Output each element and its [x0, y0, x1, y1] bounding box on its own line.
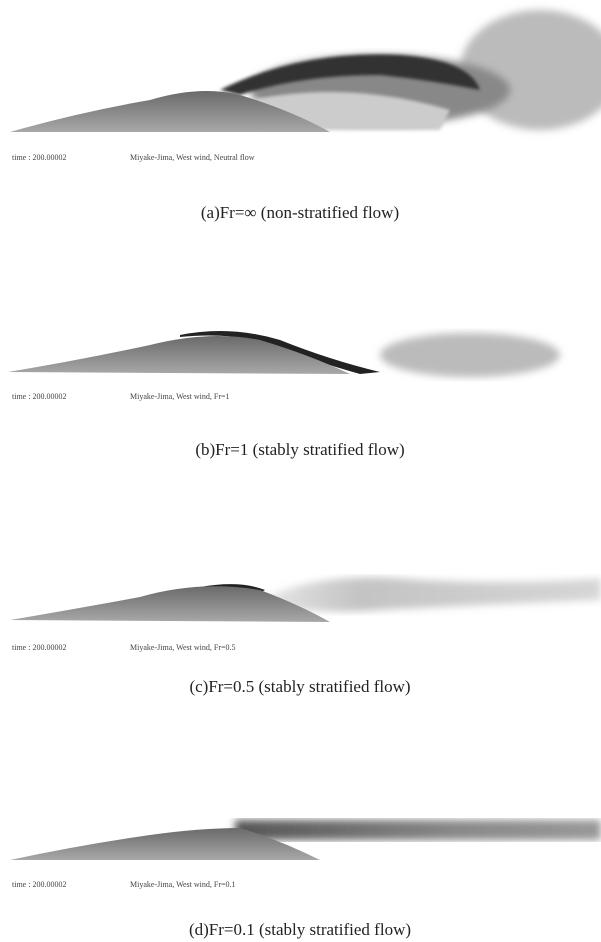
caption: (a)Fr=∞ (non-stratified flow)	[201, 203, 399, 222]
sim-label: Miyake-Jima, West wind, Fr=0.1	[130, 880, 236, 889]
panel-d-image	[10, 820, 601, 860]
panel-c-image	[10, 578, 601, 623]
caption: (c)Fr=0.5 (stably stratified flow)	[189, 677, 410, 696]
sim-label: Miyake-Jima, West wind, Fr=0.5	[130, 643, 236, 652]
sim-label: Miyake-Jima, West wind, Neutral flow	[130, 153, 255, 162]
caption: (d)Fr=0.1 (stably stratified flow)	[189, 920, 411, 939]
time-label: time : 200.00002	[12, 643, 66, 652]
time-label: time : 200.00002	[12, 392, 66, 401]
panel-a-image	[10, 10, 601, 132]
time-label: time : 200.00002	[12, 153, 66, 162]
figure: time : 200.00002 Miyake-Jima, West wind,…	[0, 0, 601, 942]
time-label: time : 200.00002	[12, 880, 66, 889]
caption: (b)Fr=1 (stably stratified flow)	[195, 440, 404, 459]
panel-b-image	[8, 331, 560, 377]
sim-label: Miyake-Jima, West wind, Fr=1	[130, 392, 230, 401]
